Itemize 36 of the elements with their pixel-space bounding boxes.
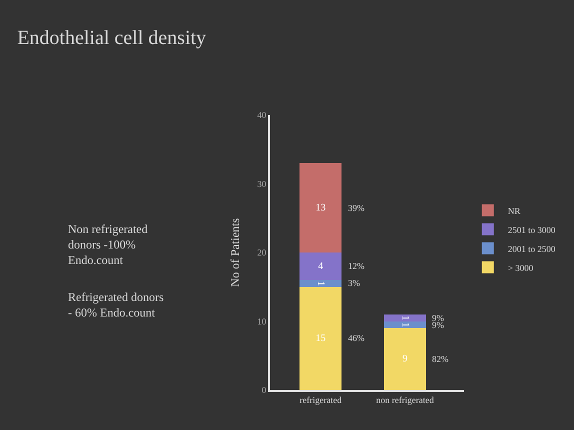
text: Non refrigerated donors -100% Endo.count xyxy=(68,222,148,268)
legend-label: 2001 to 2500 xyxy=(508,244,556,254)
annotation: 9% xyxy=(432,320,444,330)
bar xyxy=(300,280,342,287)
bar xyxy=(384,314,426,322)
y-tick-label: 0 xyxy=(262,385,267,396)
data-label: 1 xyxy=(315,280,326,286)
bar xyxy=(300,286,342,390)
legend-label: NR xyxy=(508,206,520,216)
annotation: 39% xyxy=(348,203,365,213)
bar xyxy=(300,252,342,280)
bar xyxy=(384,328,426,390)
x-tick-label: non refrigerated xyxy=(376,394,434,405)
y-tick-label: 10 xyxy=(257,316,267,326)
text: Refrigerated donors - 60% Endo.count xyxy=(68,290,164,320)
annotation: 82% xyxy=(432,354,449,364)
annotation: 9% xyxy=(432,313,444,323)
data-label: 4 xyxy=(318,260,324,272)
data-label: 9 xyxy=(402,354,408,365)
y-tick-label: 40 xyxy=(257,110,267,120)
bar xyxy=(384,321,426,328)
annotation: 3% xyxy=(348,278,360,288)
data-label: 1 xyxy=(399,315,410,320)
x-tick-label: refrigerated xyxy=(300,394,342,405)
annotation: 12% xyxy=(348,261,365,271)
legend-label: 2501 to 3000 xyxy=(508,224,556,235)
y-tick-label: 20 xyxy=(257,248,267,258)
y-axis-title: No of Patients xyxy=(228,218,242,287)
bar xyxy=(300,163,342,252)
data-label: 1 xyxy=(399,322,410,328)
y-tick-label: 30 xyxy=(257,178,267,189)
annotation: 46% xyxy=(348,333,365,343)
legend-label: > 3000 xyxy=(508,262,534,273)
data-label: 15 xyxy=(316,332,326,344)
data-label: 13 xyxy=(316,202,326,214)
chart-title: Endothelial cell density xyxy=(17,27,206,50)
